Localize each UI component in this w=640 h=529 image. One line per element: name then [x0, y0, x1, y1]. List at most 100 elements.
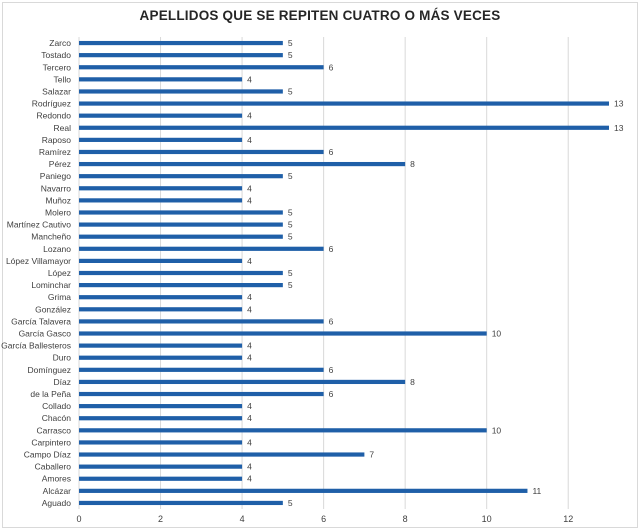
- bar: [79, 391, 324, 397]
- category-label: Carrasco: [37, 425, 72, 435]
- data-label: 4: [247, 135, 252, 145]
- bar: [79, 40, 283, 46]
- category-label: Campo Díaz: [24, 450, 71, 460]
- category-label: Redondo: [36, 111, 71, 121]
- category-label: Martínez Cautivo: [7, 220, 72, 230]
- data-label: 5: [288, 280, 293, 290]
- category-label: Tostado: [41, 50, 71, 60]
- category-label: Mancheño: [31, 232, 71, 242]
- x-tick-label: 0: [76, 514, 81, 524]
- category-label: Real: [54, 123, 72, 133]
- x-tick-label: 8: [403, 514, 408, 524]
- data-label: 5: [288, 86, 293, 96]
- data-label: 4: [247, 341, 252, 351]
- bar: [79, 428, 487, 433]
- category-label: Duro: [53, 353, 72, 363]
- category-label: Ramírez: [39, 147, 71, 157]
- bar: [79, 125, 609, 130]
- bar: [79, 174, 283, 179]
- category-label: González: [35, 304, 71, 314]
- category-label: García Talavera: [11, 316, 71, 326]
- bar: [79, 65, 324, 70]
- data-label: 10: [492, 425, 502, 435]
- category-label: Amores: [42, 474, 71, 484]
- category-label: Raposo: [42, 135, 72, 145]
- category-label: Caballero: [35, 462, 72, 472]
- data-label: 6: [329, 244, 334, 254]
- category-label: Carpintero: [31, 437, 71, 447]
- x-tick-label: 4: [240, 514, 245, 524]
- x-tick-label: 12: [563, 514, 573, 524]
- bar: [79, 379, 406, 385]
- x-tick-label: 2: [158, 514, 163, 524]
- category-label: Tercero: [43, 62, 72, 72]
- category-label: Rodríguez: [32, 99, 71, 109]
- bar: [79, 319, 324, 324]
- bar: [79, 113, 243, 118]
- bar: [79, 416, 243, 421]
- data-label: 8: [410, 159, 415, 169]
- category-label: Grima: [48, 292, 71, 302]
- bar: [79, 343, 243, 348]
- bar: [79, 270, 283, 276]
- bar: [79, 137, 243, 142]
- y-axis-labels: Zarco Tostado Tercero Tello Salazar Rodríguez…: [1, 38, 71, 508]
- category-label: Chacón: [42, 413, 72, 423]
- bar: [79, 500, 283, 506]
- bar: [79, 222, 283, 227]
- bar: [79, 210, 283, 215]
- data-label: 4: [247, 474, 252, 484]
- data-label: 4: [247, 437, 252, 447]
- data-label: 8: [410, 377, 415, 387]
- category-label: Zarco: [49, 38, 71, 48]
- bar: [79, 198, 243, 203]
- category-label: Paniego: [40, 171, 71, 181]
- data-label: 6: [329, 316, 334, 326]
- category-label: Pérez: [49, 159, 71, 169]
- data-label: 13: [614, 99, 624, 109]
- category-label: López Villamayor: [6, 256, 71, 266]
- data-label: 4: [247, 462, 252, 472]
- bar: [79, 234, 283, 239]
- category-label: Alcázar: [43, 486, 72, 496]
- category-label: García Gasco: [19, 329, 72, 339]
- category-label: Molero: [45, 207, 71, 217]
- x-tick-label: 10: [482, 514, 492, 524]
- data-labels: 5 5 6 4 5 13 4 13 4 6 8 5 4 4 5 5 5 6 4 5 5 4 4 6 10 4 4 6 8 6 4 4 10 4 7 4…: [247, 38, 624, 508]
- data-label: 4: [247, 353, 252, 363]
- bar: [79, 258, 243, 263]
- category-label: Lozano: [43, 244, 71, 254]
- data-label: 4: [247, 292, 252, 302]
- category-label: Muñoz: [45, 195, 71, 205]
- data-label: 5: [288, 38, 293, 48]
- bar: [79, 440, 243, 445]
- bar: [79, 77, 243, 82]
- category-label: Tello: [54, 74, 72, 84]
- data-label: 4: [247, 401, 252, 411]
- data-label: 13: [614, 123, 624, 133]
- data-label: 11: [532, 486, 541, 496]
- data-label: 6: [329, 147, 334, 157]
- data-label: 4: [247, 183, 252, 193]
- bar: [79, 149, 324, 155]
- bar: [79, 464, 243, 469]
- data-label: 5: [288, 498, 293, 508]
- category-label: Díaz: [54, 377, 71, 387]
- data-label: 4: [247, 195, 252, 205]
- bar: [79, 307, 243, 312]
- bar: [79, 161, 406, 167]
- data-label: 5: [288, 220, 293, 230]
- bar: [79, 367, 324, 372]
- bar: [79, 283, 283, 288]
- bar: [79, 476, 243, 481]
- category-label: Salazar: [42, 86, 71, 96]
- category-label: Collado: [42, 401, 71, 411]
- bar: [79, 186, 243, 191]
- data-label: 5: [288, 268, 293, 278]
- data-label: 10: [492, 329, 502, 339]
- bar: [79, 404, 243, 409]
- data-label: 5: [288, 171, 293, 181]
- bar: [79, 488, 528, 493]
- data-label: 6: [329, 389, 334, 399]
- bar: [79, 246, 324, 251]
